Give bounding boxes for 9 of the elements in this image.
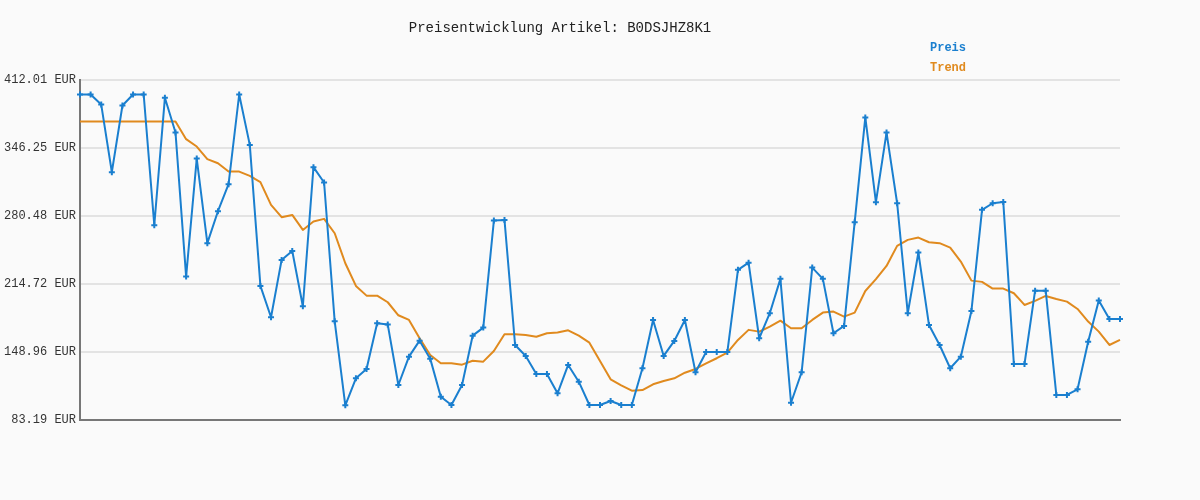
text: Preis [930,40,967,57]
text: Trend [930,60,967,77]
chart-title: Preisentwicklung Artikel: B0DSJHZ8K1 [408,20,712,37]
y-tick-label: 214.72 EUR [3,277,76,292]
y-tick-label: 280.48 EUR [3,209,76,224]
y-tick-label: 148.96 EUR [3,345,76,360]
y-tick-label: 83.19 EUR [11,413,76,428]
y-tick-label: 346.25 EUR [3,141,76,156]
y-tick-label: 412.01 EUR [3,72,76,87]
